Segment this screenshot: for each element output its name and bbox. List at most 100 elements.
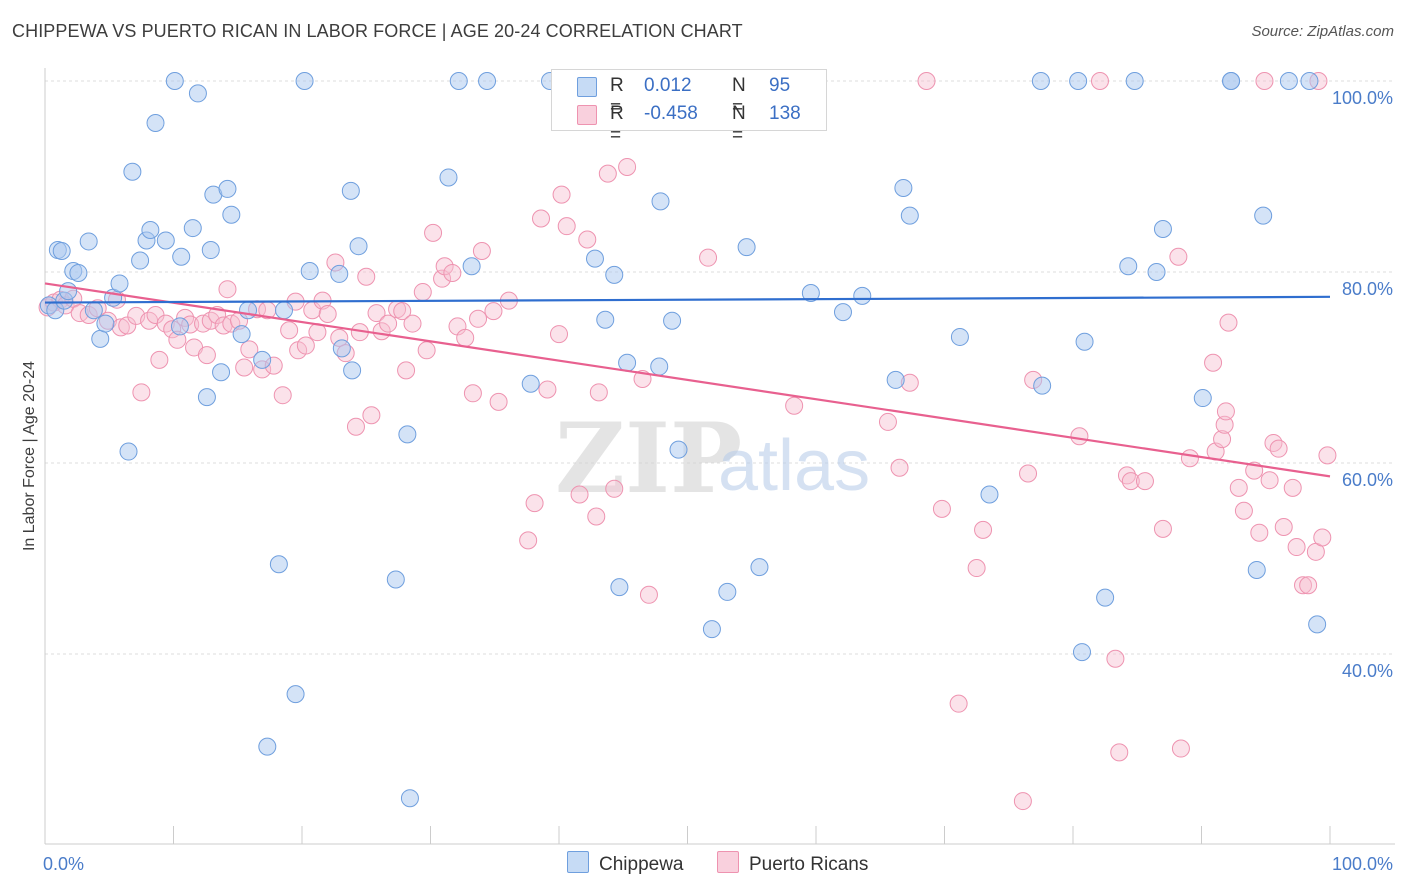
puerto-ricans-point [639,585,658,604]
chippewa-point [295,72,314,90]
chippewa-point [980,485,999,504]
chippewa-point [605,265,624,284]
axis-labels: 40.0% 60.0% 80.0% 100.0% 0.0% 100.0% In Labor … [21,88,1393,874]
chippewa-point [183,219,202,238]
chippewa-point [1153,220,1172,239]
chippewa-point [131,251,150,270]
puerto-ricans-point [1318,446,1337,465]
chippewa-point [1279,72,1298,90]
chippewa-point [91,329,110,348]
chippewa-point [69,263,88,282]
puerto-ricans-point [435,257,454,276]
chippewa-point [330,264,349,283]
chippewa-point [1075,332,1094,351]
puerto-ricans-point [699,248,718,267]
chippewa-point [894,178,913,197]
axes [44,68,1395,845]
puerto-ricans-point [519,531,538,550]
puerto-ricans-point [589,383,608,402]
chippewa-point [900,206,919,225]
puerto-ricans-point [570,485,589,504]
chippewa-point [141,220,160,239]
puerto-ricans-point [1260,471,1279,490]
puerto-ricans-point [456,328,475,347]
chippewa-point [197,388,216,407]
puerto-ricans-point [1070,427,1089,446]
puerto-ricans-point [587,507,606,526]
puerto-ricans-point [296,336,315,355]
chippewa-point [651,192,670,211]
puerto-ricans-point [1294,576,1313,595]
puerto-ricans-point [1019,464,1038,483]
puerto-ricans-point [557,217,576,236]
chippewa-point [156,231,175,250]
puerto-ricans-point [240,340,259,359]
legend-r-label: R = [610,75,624,118]
puerto-ricans-point [379,314,398,333]
legend-r-value: -0.458 [644,103,698,124]
chippewa-point [222,205,241,224]
chippewa-point [449,72,468,90]
chippewa-point [123,162,142,181]
chippewa-point [218,179,237,198]
puerto-ricans-point [1106,649,1125,668]
chippewa-point [239,301,258,320]
chippewa-point [84,301,103,320]
puerto-ricans-point [552,185,571,204]
legend-swatch-chippewa [577,77,597,97]
chart-title: CHIPPEWA VS PUERTO RICAN IN LABOR FORCE … [12,21,743,41]
puerto-ricans-point [463,384,482,403]
x-tick-label: 0.0% [43,854,84,874]
watermark-atlas: atlas [718,426,870,506]
puerto-ricans-point [532,209,551,228]
puerto-ricans-point [403,314,422,333]
puerto-ricans-point [280,321,299,340]
chippewa-point [702,620,721,639]
puerto-ricans-point [362,406,381,425]
chippewa-point [663,311,682,330]
chippewa-point [253,350,272,369]
chippewa-point [172,247,191,266]
puerto-ricans-point [1169,247,1188,266]
puerto-ricans-point [1283,478,1302,497]
chippewa-point [596,310,615,329]
gridlines [45,80,1395,655]
puerto-ricans-point [1013,792,1032,811]
puerto-ricans-point [218,280,237,299]
puerto-ricans-point [878,412,897,431]
puerto-ricans-point [150,350,169,369]
puerto-ricans-point [890,458,909,477]
puerto-ricans-point [318,305,337,324]
chippewa-point [119,442,138,461]
puerto-ricans-point [598,164,617,183]
y-tick-label: 60.0% [1342,470,1393,490]
legend-r-value: 0.012 [644,75,692,96]
chippewa-point [1033,376,1052,395]
puerto-ricans-point [1274,517,1293,536]
y-tick-label: 80.0% [1342,279,1393,299]
chippewa-point [146,114,165,133]
legend-n-label: N = [732,103,746,146]
chippewa-point [170,317,189,336]
puerto-ricans-point [1264,433,1283,452]
puerto-ricans-point [1250,523,1269,542]
chippewa-point [1254,206,1273,225]
chippewa-point [275,301,294,320]
chippewa-point [1069,72,1088,90]
puerto-ricans-point [1121,472,1140,491]
chippewa-point [269,555,288,574]
puerto-ricans-point [538,380,557,399]
chippewa-point [1072,643,1091,662]
puerto-ricans-point [197,346,216,365]
chart-source: Source: ZipAtlas.com [1251,23,1394,40]
chippewa-point [165,72,184,90]
chippewa-point [1300,72,1319,90]
chippewa-point [110,274,129,293]
chippewa-point [1096,588,1115,607]
chippewa-point [669,440,688,459]
puerto-ricans-point [1135,472,1154,491]
chippewa-point [618,353,637,372]
legend-swatch-puerto-ricans [577,105,597,125]
puerto-ricans-point [1153,519,1172,538]
